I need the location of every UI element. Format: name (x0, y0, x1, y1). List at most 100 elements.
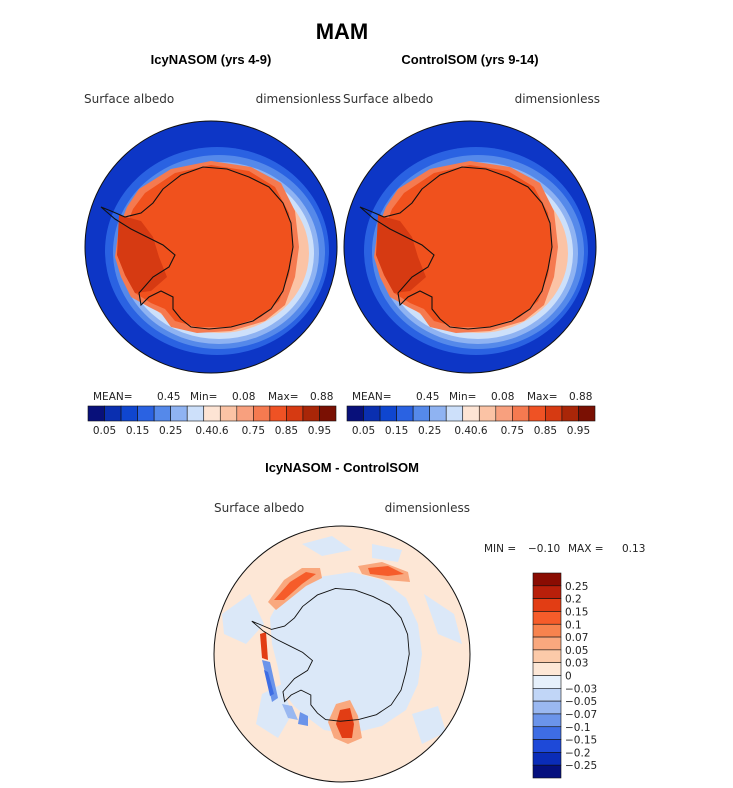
colorbar-bin (532, 713, 562, 728)
variable-label: Surface albedo (343, 92, 433, 106)
map-border (213, 525, 471, 783)
colorbar-bin (87, 405, 105, 422)
colorbar-bin (532, 752, 562, 766)
colorbar-tick-label: 0 (565, 671, 572, 683)
min-value: 0.08 (491, 391, 514, 403)
colorbar-bin (532, 649, 562, 663)
colorbar-tick-label: 0.05 (352, 425, 375, 437)
colorbar-tick-label: 0.25 (565, 581, 588, 593)
colorbar-bin (532, 739, 562, 753)
colorbar-bin (445, 405, 464, 422)
colorbar-tick-label: −0.25 (565, 760, 597, 772)
max-label: Max= (527, 391, 558, 403)
colorbar-bin (532, 700, 562, 715)
colorbar-bin (170, 405, 188, 422)
colorbar-bin (532, 764, 562, 779)
colorbar-bin (104, 405, 122, 422)
colorbar-tick-label: 0.4 (454, 425, 471, 437)
colorbar-bin (528, 405, 546, 422)
mean-label: MEAN= (352, 391, 392, 403)
colorbar-bin (379, 405, 397, 422)
max-value: 0.13 (622, 543, 645, 555)
units-label: dimensionless (256, 92, 341, 106)
colorbar-bin (286, 405, 304, 422)
colorbar-tick-label: 0.25 (159, 425, 182, 437)
units-label: dimensionless (385, 501, 470, 515)
colorbar-bin (478, 405, 497, 422)
max-label: MAX = (568, 543, 604, 555)
map-border (343, 120, 597, 374)
colorbar-bin (396, 405, 414, 422)
colorbar-bin (203, 405, 221, 422)
colorbar-tick-label: 0.95 (308, 425, 331, 437)
colorbar-bin (462, 405, 480, 422)
colorbar-tick-label: 0.6 (471, 425, 488, 437)
colorbar-bin (578, 405, 596, 422)
colorbar-bin (532, 572, 562, 587)
panel-difference: IcyNASOM - ControlSOM Surface albedo dim… (213, 460, 645, 783)
colorbar-tick-label: 0.4 (195, 425, 212, 437)
min-label: MIN = (484, 543, 516, 555)
colorbar-bin (346, 405, 364, 422)
colorbar-bin (137, 405, 155, 422)
mean-value: 0.45 (157, 391, 180, 403)
colorbar-bin (363, 405, 381, 422)
colorbar-tick-label: 0.05 (565, 645, 588, 657)
colorbar-bin (532, 662, 562, 676)
colorbar-tick-label: 0.75 (501, 425, 524, 437)
panel-icynasom: IcyNASOM (yrs 4-9) Surface albedo dimens… (84, 52, 341, 437)
colorbar-tick-label: 0.85 (534, 425, 557, 437)
min-label: Min= (190, 391, 217, 403)
min-value: −0.10 (528, 543, 560, 555)
colorbar-tick-label: −0.07 (565, 709, 597, 721)
colorbar-bin (495, 405, 513, 422)
colorbar-tick-label: −0.03 (565, 683, 597, 695)
colorbar-bin (120, 405, 138, 422)
colorbar: 0.05 0.15 0.25 0.4 0.6 0.75 0.85 0.95 (346, 405, 596, 437)
min-value: 0.08 (232, 391, 255, 403)
map-border (84, 120, 338, 374)
polar-map (344, 121, 596, 373)
colorbar-bin (532, 598, 562, 612)
colorbar-bin (253, 405, 271, 422)
colorbar-tick-label: −0.2 (565, 747, 591, 759)
colorbar-bin (532, 585, 562, 599)
colorbar-tick-label: 0.05 (93, 425, 116, 437)
max-label: Max= (268, 391, 299, 403)
colorbar-tick-label: −0.05 (565, 696, 597, 708)
colorbar-bin (429, 405, 447, 422)
colorbar-bin (532, 611, 562, 625)
colorbar: 0.05 0.15 0.25 0.4 0.6 0.75 0.85 0.95 (87, 405, 337, 437)
polar-map (214, 526, 470, 782)
colorbar-bin (532, 726, 562, 740)
colorbar-bin (545, 405, 563, 422)
variable-label: Surface albedo (84, 92, 174, 106)
colorbar-bin (302, 405, 320, 422)
mean-value: 0.45 (416, 391, 439, 403)
colorbar-tick-label: 0.07 (565, 632, 588, 644)
colorbar-tick-label: 0.6 (212, 425, 229, 437)
max-value: 0.88 (569, 391, 592, 403)
colorbar-tick-label: 0.15 (565, 606, 588, 618)
colorbar-tick-label: 0.15 (385, 425, 408, 437)
panel-title: IcyNASOM (yrs 4-9) (151, 52, 272, 67)
colorbar-bin (532, 675, 562, 689)
colorbar-bin (532, 636, 562, 651)
colorbar-tick-label: 0.75 (242, 425, 265, 437)
max-value: 0.88 (310, 391, 333, 403)
mean-label: MEAN= (93, 391, 133, 403)
colorbar-tick-label: −0.1 (565, 722, 591, 734)
colorbar-bin (319, 405, 337, 422)
colorbar-bin (561, 405, 579, 422)
colorbar-bin (153, 405, 171, 422)
colorbar-tick-label: 0.95 (567, 425, 590, 437)
colorbar-tick-label: 0.2 (565, 594, 582, 606)
units-label: dimensionless (515, 92, 600, 106)
colorbar-bin (186, 405, 205, 422)
panel-title: ControlSOM (yrs 9-14) (401, 52, 538, 67)
colorbar-tick-label: 0.15 (126, 425, 149, 437)
colorbar-bin (236, 405, 254, 422)
min-label: Min= (449, 391, 476, 403)
colorbar-tick-label: 0.1 (565, 619, 582, 631)
